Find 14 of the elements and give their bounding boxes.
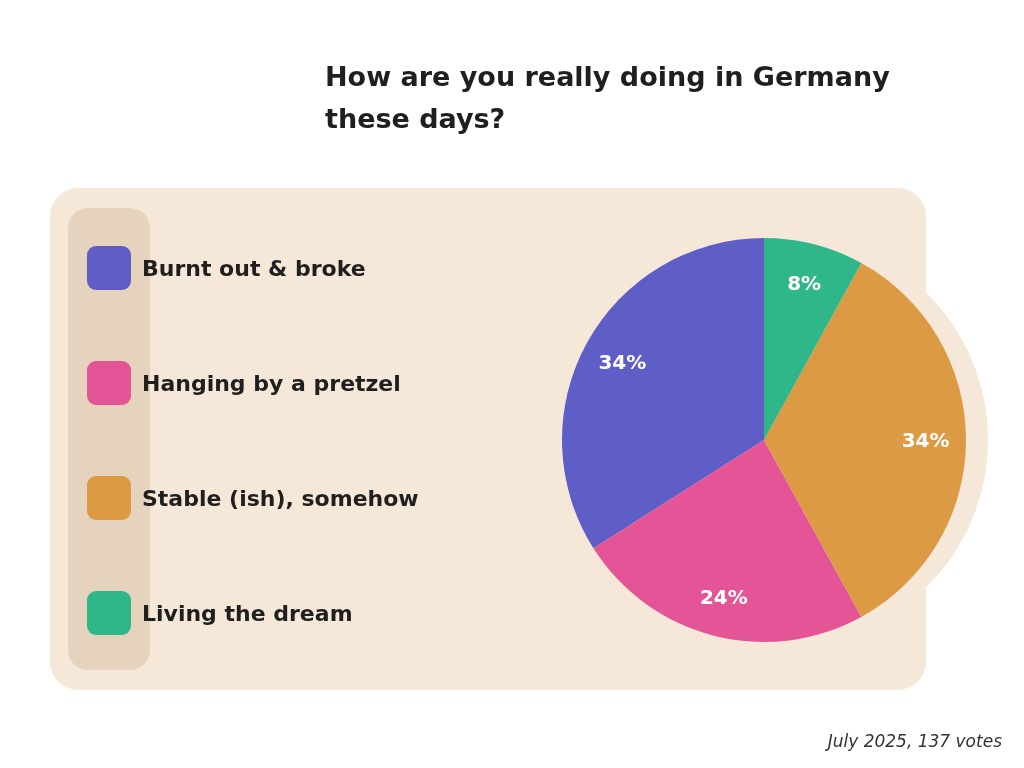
text: July 2025, 137 votes xyxy=(824,731,1003,751)
legend-label: Burnt out & broke xyxy=(142,256,366,281)
chart-title: How are you really doing in Germany these days? xyxy=(325,61,891,134)
data-label: 34% xyxy=(598,350,647,375)
pie-slice xyxy=(593,440,862,642)
pie-slice xyxy=(562,238,764,549)
pie-slice xyxy=(764,262,966,618)
data-label: 8% xyxy=(787,271,822,296)
legend-label: Living the dream xyxy=(142,601,353,626)
legend-label: Stable (ish), somehow xyxy=(142,486,419,511)
pie-slice xyxy=(764,238,862,440)
data-label: 24% xyxy=(699,584,748,609)
legend-label: Hanging by a pretzel xyxy=(142,371,401,396)
data-label: 34% xyxy=(901,428,950,452)
